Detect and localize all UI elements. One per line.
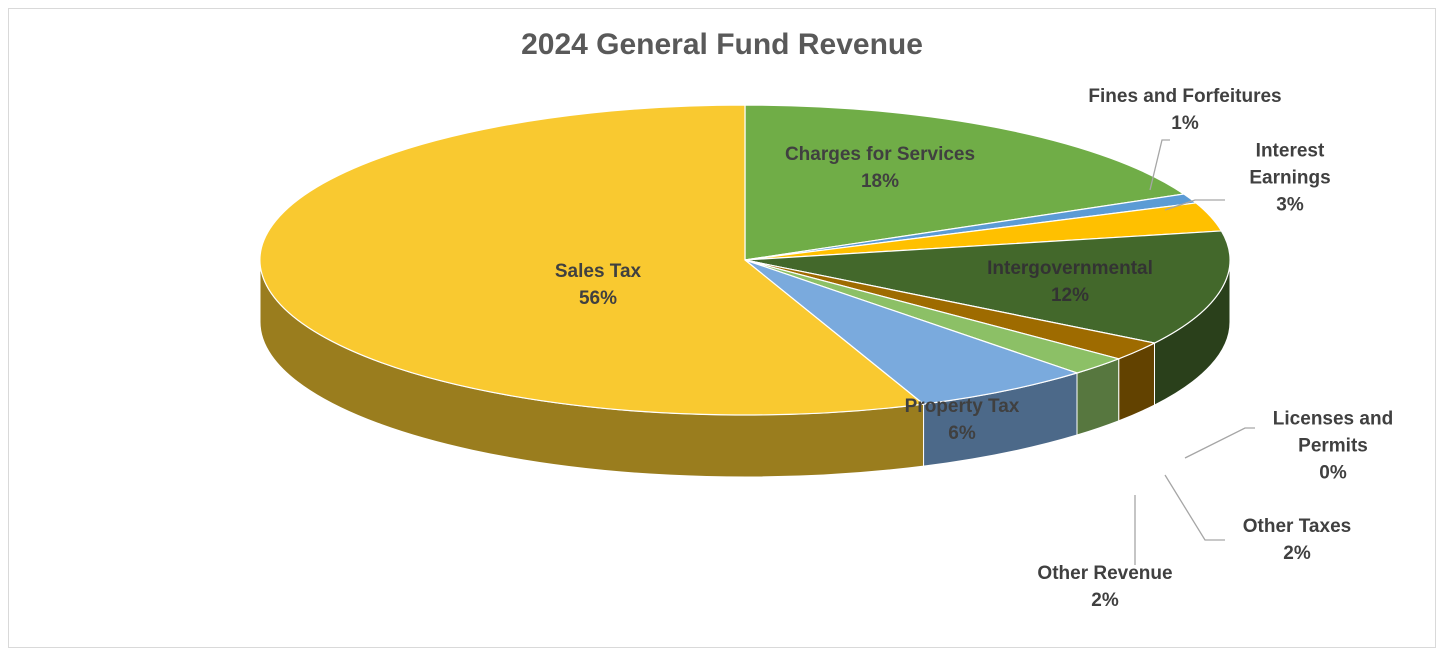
leader-line	[1164, 474, 1225, 541]
category-label: Property Tax	[904, 396, 1020, 417]
category-label: Intergovernmental	[987, 258, 1153, 279]
slice	[744, 104, 1186, 261]
category-label: Licenses and Permits	[1272, 408, 1394, 457]
category-label: Other Revenue	[1037, 563, 1173, 584]
leader-line	[1164, 199, 1225, 211]
value-label: 6%	[948, 423, 976, 444]
chart-title: 2024 General Fund Revenue	[521, 28, 923, 61]
value-label: 18%	[860, 171, 900, 192]
leader-line	[1184, 427, 1255, 459]
leader-line	[1149, 139, 1170, 191]
category-label: Charges for Services	[784, 144, 976, 165]
value-label: 2%	[1091, 590, 1119, 611]
data-label: Intergovernmental 12%	[940, 255, 1200, 309]
page: {"chart_data": {"type": "pie", "title": …	[8, 8, 1436, 648]
category-label: Fines and Forfeitures	[1088, 86, 1282, 107]
slice	[259, 104, 926, 416]
data-label: Property Tax 6%	[862, 393, 1062, 447]
data-label: Interest Earnings 3%	[1230, 138, 1350, 219]
category-label: Interest Earnings	[1249, 140, 1331, 189]
slice	[744, 259, 1079, 405]
value-label: 3%	[1276, 194, 1304, 216]
data-label: Other Taxes 2%	[1217, 513, 1377, 567]
chart	[259, 104, 1255, 565]
value-label: 12%	[1050, 285, 1090, 306]
slice	[744, 230, 1231, 344]
value-label: 0%	[1319, 462, 1347, 484]
data-label: Sales Tax 56%	[498, 258, 698, 312]
value-label: 56%	[578, 288, 618, 309]
category-label: Other Taxes	[1242, 516, 1352, 537]
data-label: Charges for Services 18%	[750, 141, 1010, 195]
value-label: 2%	[1283, 543, 1311, 564]
value-label: 1%	[1171, 113, 1199, 134]
data-label: Fines and Forfeitures 1%	[1035, 83, 1335, 137]
data-label: Other Revenue 2%	[1005, 560, 1205, 614]
category-label: Sales Tax	[554, 261, 642, 282]
data-label: Licenses and Permits 0%	[1253, 406, 1413, 487]
